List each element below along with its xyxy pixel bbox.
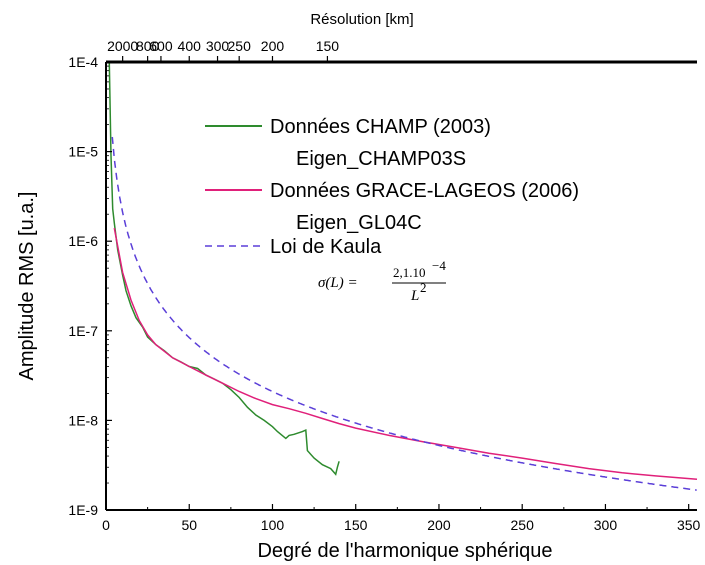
legend-label-grace: Données GRACE-LAGEOS (2006) [270,180,579,202]
formula-exponent: −4 [432,258,446,273]
x-tick-label: 0 [102,517,110,533]
x-tick-label: 250 [511,517,535,533]
formula-denominator: L [410,288,419,304]
legend-label-grace-model: Eigen_GL04C [296,212,422,234]
y-tick-label: 1E-5 [68,144,98,160]
series-line-1 [113,227,698,481]
series-line-2 [111,136,697,491]
top-tick-label: 800 [136,38,160,54]
top-axis-title: Résolution [km] [310,11,413,28]
legend: Données CHAMP (2003) Eigen_CHAMP03S Donn… [205,116,579,304]
x-axis-title: Degré de l'harmonique sphérique [257,540,552,562]
series-layer [108,61,698,491]
legend-label-champ: Données CHAMP (2003) [270,116,491,138]
y-tick-label: 1E-9 [68,502,98,518]
top-tick-label: 400 [178,38,202,54]
plot-background [106,62,697,510]
axes-frame [105,60,697,511]
kaula-formula: σ(L) = 2,1.10 −4 L 2 [318,258,446,304]
x-tick-label: 200 [427,517,451,533]
y-tick-label: 1E-4 [68,54,98,70]
top-tick-label: 300 [206,38,230,54]
plot-area [106,62,697,510]
x-tick-label: 50 [181,517,197,533]
top-tick-label: 200 [261,38,285,54]
x-tick-label: 300 [594,517,618,533]
x-tick-label: 350 [677,517,701,533]
formula-lhs: σ(L) = [318,275,358,291]
y-tick-label: 1E-7 [68,323,98,339]
legend-label-kaula: Loi de Kaula [270,236,382,258]
tick-layer: 0 50 100 150 200 250 300 3501E-91E-81E-71E-61E-… [68,38,700,533]
y-tick-label: 1E-8 [68,412,98,428]
top-tick-label: 600 [149,38,173,54]
formula-denominator-exp: 2 [420,280,427,295]
y-tick-label: 1E-6 [68,233,98,249]
x-tick-label: 150 [344,517,368,533]
x-tick-label: 100 [261,517,285,533]
top-tick-label: 250 [228,38,252,54]
y-axis-title: Amplitude RMS [u.a.] [16,192,38,381]
top-tick-label: 150 [316,38,340,54]
formula-numerator: 2,1.10 [393,265,426,280]
top-tick-label: 2000 [107,38,138,54]
legend-label-champ-model: Eigen_CHAMP03S [296,148,466,170]
